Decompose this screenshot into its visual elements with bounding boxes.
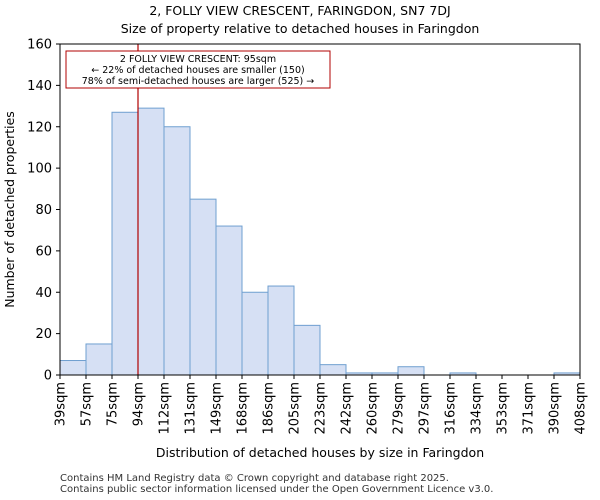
y-axis-label: Number of detached properties: [2, 111, 17, 308]
x-tick-label: 39sqm: [54, 382, 69, 426]
chart-title: 2, FOLLY VIEW CRESCENT, FARINGDON, SN7 7…: [149, 3, 451, 18]
x-tick-label: 279sqm: [392, 382, 407, 435]
annotation-box: [65, 50, 331, 89]
x-tick-label: 205sqm: [288, 382, 303, 435]
y-tick-label: 160: [27, 38, 52, 53]
histogram-bar: [189, 198, 217, 376]
histogram-bar: [319, 364, 347, 376]
histogram-bar: [267, 285, 295, 376]
x-tick-label: 353sqm: [496, 382, 511, 435]
x-tick-label: 390sqm: [548, 382, 563, 435]
y-ticks: 0 20 40 60 80 100 120 140 160: [27, 38, 60, 384]
y-tick-label: 0: [44, 369, 52, 384]
histogram-bar: [85, 343, 113, 376]
y-tick-label: 60: [35, 244, 52, 259]
x-tick-label: 334sqm: [470, 382, 485, 435]
footer-licence: Contains public sector information licen…: [60, 484, 494, 495]
x-tick-label: 316sqm: [444, 382, 459, 435]
x-tick-label: 75sqm: [106, 382, 121, 426]
plot-frame: [59, 43, 581, 376]
y-tick-label: 20: [35, 327, 52, 342]
histogram-bar: [111, 111, 139, 376]
x-tick-label: 242sqm: [340, 382, 355, 435]
annotation-line-2: ← 22% of detached houses are smaller (15…: [91, 65, 304, 76]
bars: [59, 107, 581, 376]
x-tick-label: 131sqm: [184, 382, 199, 435]
x-tick-label: 168sqm: [236, 382, 251, 435]
x-tick-label: 186sqm: [262, 382, 277, 435]
x-tick-label: 57sqm: [80, 382, 95, 426]
y-tick-label: 100: [27, 162, 52, 177]
histogram-bar: [137, 107, 165, 376]
annotation-line-3: 78% of semi-detached houses are larger (…: [82, 76, 315, 87]
x-tick-label: 223sqm: [314, 382, 329, 435]
histogram-bar: [397, 366, 425, 376]
histogram-bar: [59, 360, 87, 376]
histogram-bar: [163, 126, 191, 376]
y-tick-label: 140: [27, 79, 52, 94]
x-tick-label: 94sqm: [132, 382, 147, 426]
chart-subtitle: Size of property relative to detached ho…: [120, 21, 480, 36]
histogram-bar: [293, 324, 321, 376]
annotation-line-1: 2 FOLLY VIEW CRESCENT: 95sqm: [120, 54, 276, 65]
x-tick-label: 260sqm: [366, 382, 381, 435]
x-tick-label: 371sqm: [522, 382, 537, 435]
x-tick-label: 112sqm: [158, 382, 173, 435]
x-tick-label: 297sqm: [418, 382, 433, 435]
x-tick-label: 149sqm: [210, 382, 225, 435]
y-tick-label: 80: [35, 203, 52, 218]
y-tick-label: 120: [27, 120, 52, 135]
x-tick-label: 408sqm: [574, 382, 589, 435]
histogram-bar: [241, 291, 269, 376]
histogram-bar: [215, 225, 243, 376]
footer-copyright: Contains HM Land Registry data © Crown c…: [60, 473, 449, 484]
x-axis-label: Distribution of detached houses by size …: [156, 445, 484, 460]
y-tick-label: 40: [35, 286, 52, 301]
x-tick-labels: 39sqm 57sqm 75sqm 94sqm 112sqm 131sqm 149sqm 16…: [54, 375, 589, 435]
